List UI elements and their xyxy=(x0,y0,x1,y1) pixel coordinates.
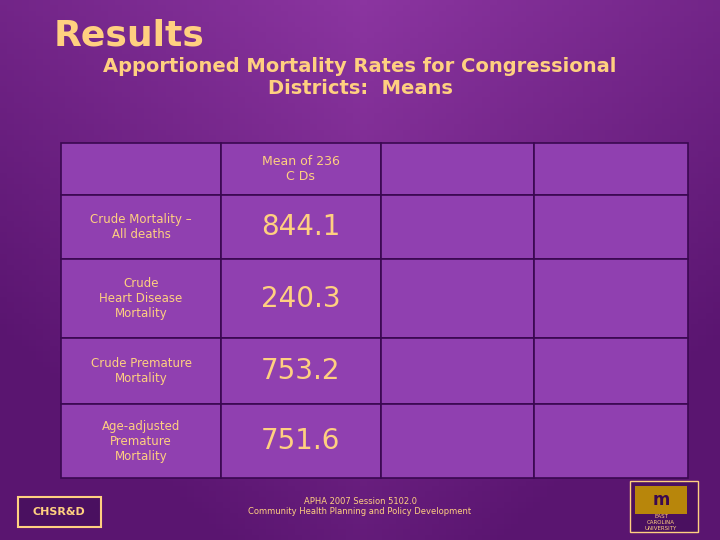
Bar xyxy=(61,195,221,259)
Text: Crude
Heart Disease
Mortality: Crude Heart Disease Mortality xyxy=(99,277,183,320)
Bar xyxy=(61,339,221,404)
Bar xyxy=(534,404,688,478)
Text: m: m xyxy=(652,491,670,509)
Text: Mean of 236
C Ds: Mean of 236 C Ds xyxy=(262,155,340,183)
Text: Crude Mortality –
All deaths: Crude Mortality – All deaths xyxy=(90,213,192,241)
Text: 240.3: 240.3 xyxy=(261,285,341,313)
Bar xyxy=(381,259,534,339)
Bar xyxy=(61,404,221,478)
Text: CHSR&D: CHSR&D xyxy=(32,507,86,517)
Text: Crude Premature
Mortality: Crude Premature Mortality xyxy=(91,357,192,385)
Text: 753.2: 753.2 xyxy=(261,357,341,385)
Text: 844.1: 844.1 xyxy=(261,213,341,241)
Bar xyxy=(221,339,381,404)
Bar xyxy=(221,195,381,259)
Bar xyxy=(221,143,381,195)
Bar xyxy=(534,195,688,259)
Bar xyxy=(381,195,534,259)
Bar xyxy=(534,339,688,404)
Bar xyxy=(221,259,381,339)
Text: 751.6: 751.6 xyxy=(261,427,341,455)
Text: Results: Results xyxy=(54,19,205,53)
Bar xyxy=(61,259,221,339)
Bar xyxy=(61,143,221,195)
Text: Age-adjusted
Premature
Mortality: Age-adjusted Premature Mortality xyxy=(102,420,180,463)
Bar xyxy=(630,481,698,532)
Bar xyxy=(381,404,534,478)
Bar xyxy=(221,404,381,478)
Text: APHA 2007 Session 5102.0
Community Health Planning and Policy Development: APHA 2007 Session 5102.0 Community Healt… xyxy=(248,497,472,516)
Bar xyxy=(635,486,687,514)
Bar xyxy=(18,497,101,526)
Bar xyxy=(534,143,688,195)
Bar xyxy=(381,339,534,404)
Text: EAST
CAROLINA
UNIVERSITY: EAST CAROLINA UNIVERSITY xyxy=(645,515,677,531)
Text: Apportioned Mortality Rates for Congressional
Districts:  Means: Apportioned Mortality Rates for Congress… xyxy=(103,57,617,98)
Bar xyxy=(534,259,688,339)
Bar xyxy=(381,143,534,195)
